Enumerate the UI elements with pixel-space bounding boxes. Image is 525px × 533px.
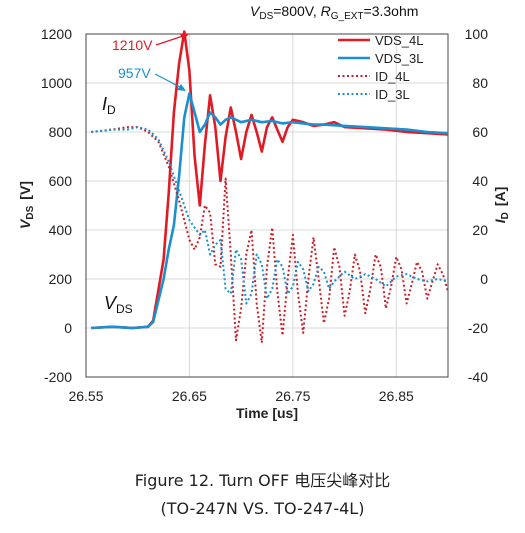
legend-label-id-4l: ID_4L [375, 69, 410, 84]
series-group [91, 30, 449, 344]
x-tick-label: 26.55 [68, 388, 103, 404]
y-left-tick-label: 800 [49, 124, 73, 140]
legend-label-vds-4l: VDS_4L [375, 33, 423, 48]
series-id-3l [91, 126, 449, 305]
y-axis-label-right: ID[A] [492, 187, 511, 224]
figure-caption-line2: (TO-247N VS. TO-247-4L) [160, 499, 365, 518]
y-right-tick-label: -20 [468, 320, 488, 336]
legend-label-id-3l: ID_3L [375, 87, 410, 102]
legend-label-vds-3l: VDS_3L [375, 51, 423, 66]
y-left-tick-label: -200 [44, 369, 72, 385]
y-right-tick-label: 100 [465, 26, 489, 42]
x-axis-label: Time [us] [236, 405, 298, 421]
y-right-tick-label: 80 [472, 75, 488, 91]
y-ticks-left: -200 0 200 400 600 800 1000 1200 [41, 26, 72, 385]
y-right-tick-label: 0 [480, 271, 488, 287]
peak-arrowhead-4l [180, 34, 189, 40]
y-left-tick-label: 400 [49, 222, 73, 238]
vds-trace-label: VDS [104, 293, 133, 316]
peak-arrowhead-3l [177, 84, 186, 91]
legend: VDS_4L VDS_3L ID_4L ID_3L [338, 33, 423, 102]
x-tick-label: 26.85 [379, 388, 414, 404]
vds-id-chart: VDS=800V, RG_EXT=3.3ohm 26.55 26.65 26.75 2… [17, 3, 511, 421]
y-right-tick-label: 20 [472, 222, 488, 238]
y-right-tick-label: 40 [472, 173, 488, 189]
id-trace-label: ID [102, 94, 116, 117]
x-tick-label: 26.65 [172, 388, 207, 404]
chart-grid [85, 33, 448, 378]
y-axis-label-left: VDS[V] [17, 181, 36, 229]
y-left-tick-label: 600 [49, 173, 73, 189]
test-conditions: VDS=800V, RG_EXT=3.3ohm [250, 3, 418, 22]
peak-arrow-3l [154, 73, 183, 89]
y-left-tick-label: 200 [49, 271, 73, 287]
y-ticks-right: -40 -20 0 20 40 60 80 100 [465, 26, 489, 385]
y-left-tick-label: 1200 [41, 26, 72, 42]
x-ticks: 26.55 26.65 26.75 26.85 [68, 388, 414, 404]
peak-label-4l: 1210V [112, 37, 153, 53]
series-vds-3l [91, 92, 449, 330]
peak-label-3l: 957V [118, 65, 151, 81]
y-right-tick-label: 60 [472, 124, 488, 140]
series-id-4l [91, 126, 449, 344]
y-left-tick-label: 0 [64, 320, 72, 336]
peak-arrow-4l [155, 34, 187, 46]
y-left-tick-label: 1000 [41, 75, 72, 91]
plot-frame [85, 33, 449, 378]
figure-caption-line1: Figure 12. Turn OFF 电压尖峰对比 [134, 471, 391, 490]
y-right-tick-label: -40 [468, 369, 488, 385]
x-tick-label: 26.75 [275, 388, 310, 404]
